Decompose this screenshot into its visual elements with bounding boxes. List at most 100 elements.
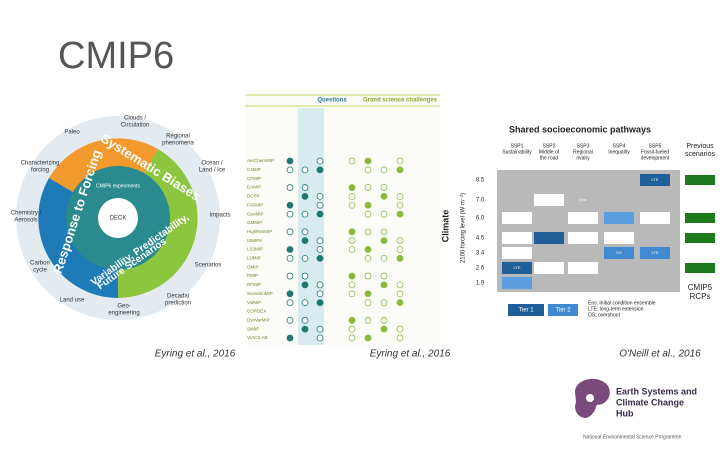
program: National Environmental Science Programme	[583, 434, 682, 440]
row-label: CFMIP	[247, 176, 261, 181]
dot	[364, 184, 372, 191]
dot	[301, 254, 309, 262]
dot	[364, 254, 372, 262]
dot	[348, 237, 356, 245]
dot	[348, 325, 356, 333]
dot	[380, 210, 388, 218]
dot	[348, 316, 356, 324]
cell	[568, 262, 598, 274]
dot	[364, 246, 372, 253]
label: the road	[540, 155, 559, 161]
logo-dot	[586, 394, 594, 402]
label: Aerosols	[14, 218, 37, 224]
dot	[396, 210, 404, 218]
row-label: DAMIP	[247, 185, 261, 190]
inner-label: CMIP6 experiments	[96, 183, 140, 189]
label: Chemistry /	[11, 211, 42, 217]
label: Fossil-fueled	[641, 149, 670, 155]
cell	[502, 232, 532, 244]
dot	[380, 299, 388, 307]
dot	[348, 192, 356, 200]
cell	[502, 262, 532, 274]
cell-label: Ens	[580, 197, 587, 202]
dot	[286, 166, 294, 174]
label: Previous	[686, 143, 714, 150]
cell	[568, 212, 598, 224]
dot	[380, 254, 388, 262]
dot	[301, 272, 309, 280]
label: SSP5	[649, 143, 662, 149]
cell-label: OS	[616, 250, 622, 255]
tier: Tier 2	[555, 308, 571, 314]
header: Grand science challenges	[363, 98, 438, 104]
dot	[364, 316, 372, 324]
dot	[364, 166, 372, 174]
dot	[286, 334, 294, 342]
dot	[316, 325, 324, 333]
cell	[640, 247, 670, 259]
row-label: C4MIP	[247, 167, 261, 172]
cell-label: LTE	[651, 250, 658, 255]
row-label: CORDEX	[247, 309, 266, 314]
slide-title: CMIP6	[58, 35, 174, 77]
label: Impacts	[209, 213, 230, 219]
row-label: DynVarMIP	[247, 317, 270, 322]
dot	[396, 290, 404, 298]
logo-mark	[575, 378, 610, 418]
label: phenomena	[162, 141, 194, 147]
dot	[301, 184, 309, 191]
dot	[286, 299, 294, 307]
label: OS: overshoot	[588, 312, 621, 318]
dot	[396, 281, 404, 289]
wheel-figure	[16, 116, 220, 320]
dot	[301, 281, 309, 289]
dot	[286, 201, 294, 209]
label: rivalry	[576, 155, 590, 161]
dot	[396, 201, 404, 209]
ssp-title: Shared socioeconomic pathways	[509, 124, 651, 134]
cell	[534, 232, 564, 244]
dot	[286, 228, 294, 236]
cell	[502, 212, 532, 224]
label: forcing	[31, 168, 49, 174]
dot	[364, 228, 372, 236]
label: Regional	[573, 149, 593, 155]
cell	[604, 232, 634, 244]
dot	[396, 299, 404, 307]
dot	[301, 237, 309, 245]
question-band	[298, 108, 324, 345]
label: cycle	[33, 268, 47, 274]
tier: Tier 1	[518, 308, 534, 314]
cell-label: LTE	[651, 177, 658, 182]
dot	[364, 334, 372, 342]
dot	[286, 290, 294, 298]
dot	[348, 246, 356, 253]
label: Regional	[166, 134, 190, 140]
level: 3.4	[476, 251, 485, 257]
dot	[286, 272, 294, 280]
dot	[301, 325, 309, 333]
label: Carbon	[30, 261, 50, 267]
label: Clouds /	[124, 116, 146, 122]
caption: O'Neill et al., 2016	[619, 349, 701, 360]
level: 1.9	[476, 281, 485, 287]
ssp-figure: Shared socioeconomic pathways Climate 2100…	[440, 124, 715, 316]
dot	[380, 316, 388, 324]
row-label: OMIP	[247, 264, 259, 269]
dot	[316, 299, 324, 307]
row-label: LUMIP	[247, 256, 261, 261]
dot	[316, 254, 324, 262]
cell	[640, 212, 670, 224]
dot	[380, 184, 388, 191]
matrix-figure	[245, 90, 440, 345]
caption: Eyring et al., 2016	[370, 349, 451, 360]
dot	[396, 166, 404, 174]
cell	[568, 232, 598, 244]
cell	[534, 194, 564, 206]
dot	[316, 192, 324, 200]
label: SSP4	[613, 143, 626, 149]
dot	[316, 157, 324, 165]
dot	[301, 192, 309, 200]
row-label: ISMIP6	[247, 238, 262, 243]
